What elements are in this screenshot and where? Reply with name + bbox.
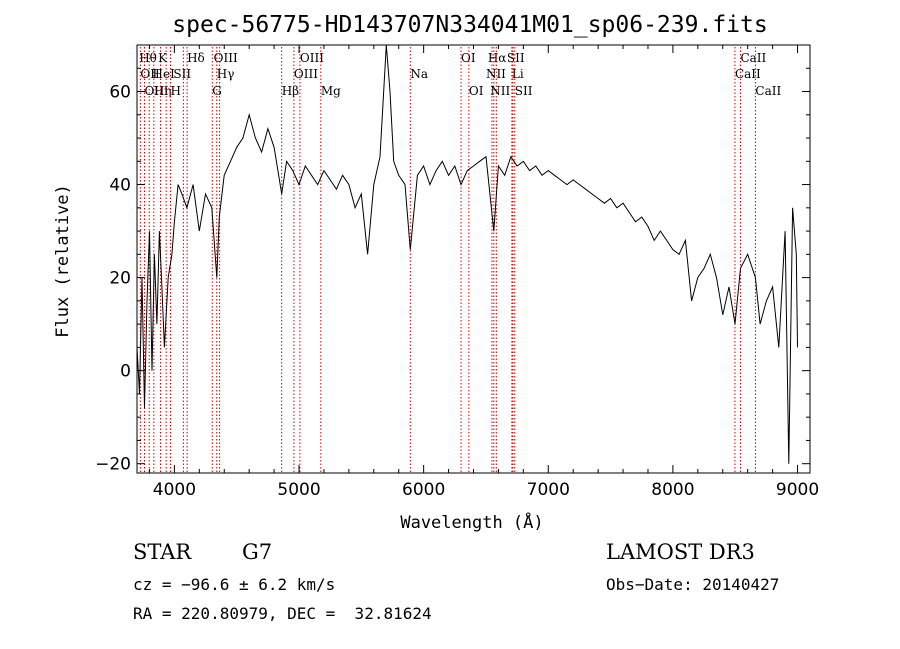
x-tick-label: 9000 — [776, 480, 819, 500]
spectrum-series — [136, 44, 798, 464]
spectral-line-label: OIII — [294, 67, 318, 81]
spectral-line-label: Hβ — [282, 84, 299, 98]
x-tick-label: 5000 — [277, 480, 320, 500]
spectral-line-label: Hγ — [217, 67, 235, 81]
x-tick-label: 8000 — [651, 480, 694, 500]
y-tick-label: 60 — [109, 83, 131, 103]
spectral-line-label: Hα — [488, 51, 507, 65]
spectral-line-label: OII — [140, 67, 160, 81]
object-subclass: G7 — [242, 540, 273, 564]
survey-name: LAMOST DR3 — [606, 540, 755, 564]
y-axis-label: Flux (relative) — [53, 184, 73, 338]
spectral-line-label: OIII — [300, 51, 324, 65]
spectral-line-label: Li — [512, 67, 524, 81]
x-tick-label: 4000 — [153, 480, 196, 500]
x-tick-label: 7000 — [527, 480, 570, 500]
spectral-line-label: Mg — [321, 84, 341, 98]
spectral-line-label: Na — [410, 67, 428, 81]
chart-title: spec-56775-HD143707N334041M01_sp06-239.f… — [172, 12, 767, 38]
spectral-line-label: H — [171, 84, 181, 98]
y-tick-label: 20 — [109, 269, 131, 289]
spectrum-line — [136, 44, 798, 464]
spectral-line-label: Hθ — [139, 51, 157, 65]
spectral-line-label: CaII — [735, 67, 761, 81]
spectral-line-label: CaII — [740, 51, 766, 65]
spectral-line-label: SII — [173, 67, 191, 81]
spectral-line-label: SII — [507, 51, 525, 65]
spectral-line-label: NII — [490, 84, 510, 98]
y-tick-label: 40 — [109, 176, 131, 196]
spectral-line-label: Hη — [154, 84, 172, 98]
spectral-line-label: OIII — [144, 84, 168, 98]
axis-ticks: 4000 5000 6000 7000 8000 9000 −20 0 20 40 60 — [95, 44, 819, 500]
spectral-line-label: HeI — [153, 67, 176, 81]
spectral-line-label: K — [158, 51, 168, 65]
spectral-line-label: Hδ — [187, 51, 205, 65]
observation-date: Obs−Date: 20140427 — [606, 575, 780, 594]
x-axis-label: Wavelength (Å) — [400, 511, 543, 533]
spectral-line-label: NII — [486, 67, 506, 81]
redshift-info: cz = −96.6 ± 6.2 km/s — [133, 575, 336, 594]
spectral-line-label: CaII — [755, 84, 781, 98]
object-class: STAR — [133, 540, 192, 564]
y-tick-label: −20 — [95, 455, 131, 475]
plot-frame — [136, 44, 811, 474]
spectral-line-label: SII — [515, 84, 533, 98]
y-tick-label: 0 — [120, 362, 131, 382]
x-tick-label: 6000 — [402, 480, 445, 500]
spectral-line-label: OIII — [214, 51, 238, 65]
coordinates: RA = 220.80979, DEC = 32.81624 — [133, 604, 432, 623]
spectral-line-label: G — [212, 84, 222, 98]
spectral-line-label: OI — [469, 84, 484, 98]
